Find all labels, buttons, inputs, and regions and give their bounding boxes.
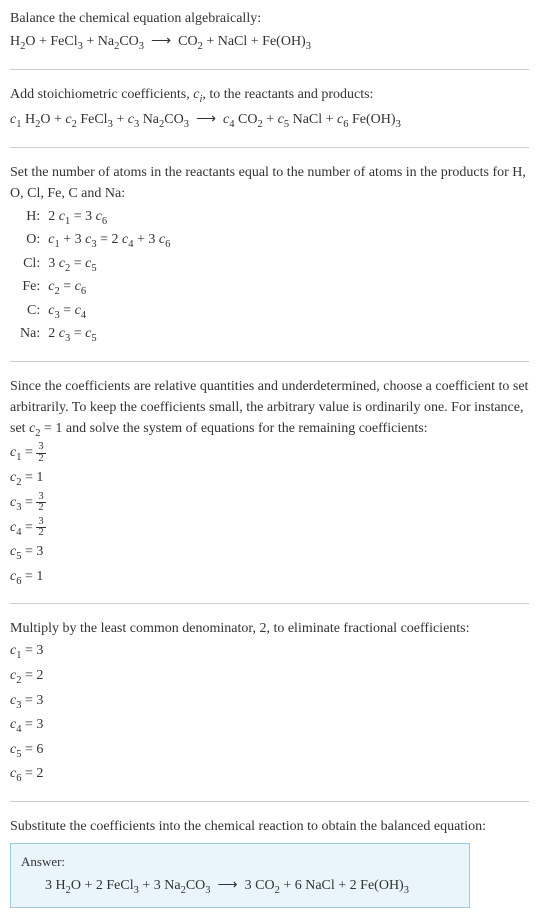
atom-equation: c3 = c4 xyxy=(44,300,174,324)
atom-label: Fe: xyxy=(10,276,44,300)
table-row: O: c1 + 3 c3 = 2 c4 + 3 c6 xyxy=(10,229,174,253)
intro-text: Since the coefficients are relative quan… xyxy=(10,376,529,442)
coeff-line: c5 = 3 xyxy=(10,541,529,565)
intro-text: Substitute the coefficients into the che… xyxy=(10,816,529,837)
divider xyxy=(10,801,529,802)
divider xyxy=(10,603,529,604)
intro-text: Set the number of atoms in the reactants… xyxy=(10,162,529,204)
coeff-equation: c1 H2O + c2 FeCl3 + c3 Na2CO3 ⟶ c4 CO2 +… xyxy=(10,109,529,133)
section-balance-intro: Balance the chemical equation algebraica… xyxy=(10,8,529,55)
coeff-line: c3 = 3 xyxy=(10,690,529,714)
atom-label: Na: xyxy=(10,323,44,347)
atom-equation: 2 c1 = 3 c6 xyxy=(44,206,174,230)
section-solve-coeffs: Since the coefficients are relative quan… xyxy=(10,376,529,589)
answer-box: Answer: 3 H2O + 2 FeCl3 + 3 Na2CO3 ⟶ 3 C… xyxy=(10,843,470,908)
table-row: H: 2 c1 = 3 c6 xyxy=(10,206,174,230)
coeff-line: c6 = 2 xyxy=(10,763,529,787)
coeff-line: c1 = 32 xyxy=(10,442,529,466)
atom-equation: c1 + 3 c3 = 2 c4 + 3 c6 xyxy=(44,229,174,253)
coeff-line: c2 = 1 xyxy=(10,467,529,491)
table-row: Fe: c2 = c6 xyxy=(10,276,174,300)
atom-label: O: xyxy=(10,229,44,253)
atom-label: Cl: xyxy=(10,253,44,277)
atom-label: C: xyxy=(10,300,44,324)
coeff-line: c5 = 6 xyxy=(10,739,529,763)
intro-text: Add stoichiometric coefficients, ci, to … xyxy=(10,84,529,108)
table-row: C: c3 = c4 xyxy=(10,300,174,324)
atom-balance-table: H: 2 c1 = 3 c6 O: c1 + 3 c3 = 2 c4 + 3 c… xyxy=(10,206,174,347)
divider xyxy=(10,147,529,148)
divider xyxy=(10,69,529,70)
table-row: Cl: 3 c2 = c5 xyxy=(10,253,174,277)
table-row: Na: 2 c3 = c5 xyxy=(10,323,174,347)
coeff-line: c3 = 32 xyxy=(10,492,529,516)
atom-equation: 3 c2 = c5 xyxy=(44,253,174,277)
coeff-line: c2 = 2 xyxy=(10,665,529,689)
intro-text: Balance the chemical equation algebraica… xyxy=(10,8,529,29)
atom-equation: 2 c3 = c5 xyxy=(44,323,174,347)
intro-text: Multiply by the least common denominator… xyxy=(10,618,529,639)
atom-equation: c2 = c6 xyxy=(44,276,174,300)
section-multiply-lcd: Multiply by the least common denominator… xyxy=(10,618,529,786)
divider xyxy=(10,361,529,362)
coeff-line: c6 = 1 xyxy=(10,566,529,590)
balanced-equation: 3 H2O + 2 FeCl3 + 3 Na2CO3 ⟶ 3 CO2 + 6 N… xyxy=(21,875,459,899)
coeff-lines: c1 = 32c2 = 1c3 = 32c4 = 32c5 = 3c6 = 1 xyxy=(10,442,529,589)
section-atom-equations: Set the number of atoms in the reactants… xyxy=(10,162,529,347)
section-final: Substitute the coefficients into the che… xyxy=(10,816,529,908)
unbalanced-equation: H2O + FeCl3 + Na2CO3 ⟶ CO2 + NaCl + Fe(O… xyxy=(10,31,529,55)
answer-label: Answer: xyxy=(21,852,459,872)
atom-table-body: H: 2 c1 = 3 c6 O: c1 + 3 c3 = 2 c4 + 3 c… xyxy=(10,206,174,347)
atom-label: H: xyxy=(10,206,44,230)
coeff-line: c4 = 3 xyxy=(10,714,529,738)
coeff-line: c4 = 32 xyxy=(10,517,529,541)
section-stoich-coeff: Add stoichiometric coefficients, ci, to … xyxy=(10,84,529,133)
coeff-lines: c1 = 3c2 = 2c3 = 3c4 = 3c5 = 6c6 = 2 xyxy=(10,640,529,786)
coeff-line: c1 = 3 xyxy=(10,640,529,664)
